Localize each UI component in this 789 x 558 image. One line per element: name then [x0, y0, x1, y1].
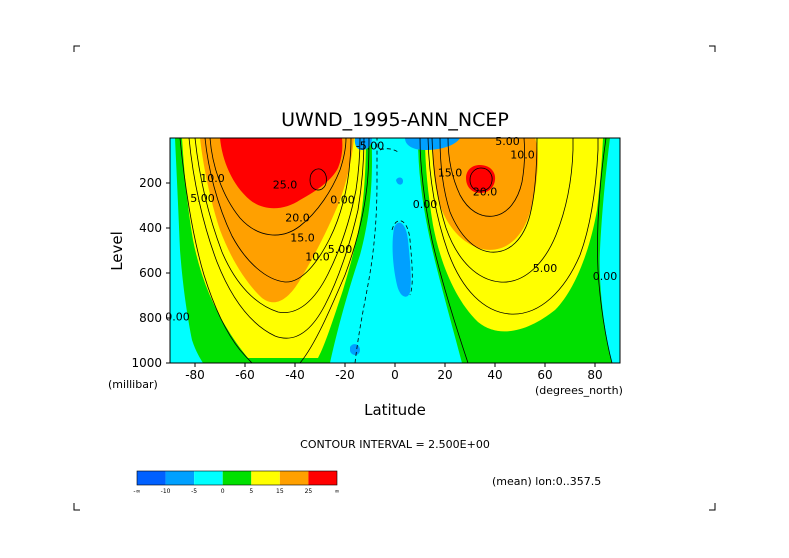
band-red-nh	[466, 165, 496, 193]
band-red-sh	[220, 138, 343, 209]
x-tick-label: -40	[285, 368, 305, 382]
axes: -80 -60 -40 -20 0 20 40 60 80 200 400 600 800 1000	[131, 176, 602, 382]
y-tick-label: 1000	[131, 356, 162, 370]
colorbar-tick-label: -∞	[133, 488, 140, 495]
band-orange-nh	[432, 138, 538, 250]
colorbar-tick-label: ∞	[335, 488, 340, 495]
x-axis-title: Latitude	[364, 401, 426, 419]
contour-label: 5.00	[190, 192, 215, 205]
chart-title: UWND_1995-ANN_NCEP	[281, 109, 509, 131]
contour-label: 15.0	[290, 232, 315, 245]
contour-label: 20.0	[473, 185, 498, 198]
band-blue-small	[350, 344, 360, 356]
x-tick-label: 0	[391, 368, 399, 382]
x-tick-label: -60	[235, 368, 255, 382]
colorbar-tick-label: 0	[221, 488, 225, 495]
colorbar-frame	[136, 470, 338, 486]
colorbar-tick-label: -5	[191, 488, 197, 495]
contour-label: 0.00	[413, 198, 438, 211]
x-tick-label: -80	[185, 368, 205, 382]
y-units-label: (millibar)	[108, 378, 158, 391]
contour-label: 0.00	[330, 193, 355, 206]
colorbar-tick-label: 5	[249, 488, 253, 495]
contour-label: 10.0	[200, 172, 225, 185]
colorbar: -∞ -10 -5 0 5 15 25 ∞	[133, 470, 340, 495]
colorbar-swatch	[251, 471, 280, 485]
crop-marks	[73, 45, 716, 511]
contour-label: 25.0	[273, 179, 298, 192]
y-tick-label: 600	[139, 266, 162, 280]
colorbar-tick-label: 25	[305, 488, 313, 495]
colorbar-swatch	[279, 471, 309, 485]
colorbar-swatch	[194, 471, 223, 485]
contour-label: 20.0	[285, 211, 310, 224]
y-tick-label: 200	[139, 176, 162, 190]
colorbar-tick-label: -10	[161, 488, 171, 495]
colorbar-swatch	[165, 471, 195, 485]
contour-label: 0.00	[165, 310, 190, 323]
x-units-label: (degrees_north)	[535, 384, 623, 397]
contour-label: 10.0	[305, 251, 330, 264]
colorbar-swatch	[308, 471, 337, 485]
contour-label: 0.00	[593, 270, 618, 283]
contour-interval-note: CONTOUR INTERVAL = 2.500E+00	[300, 438, 490, 451]
band-blue-equator	[392, 222, 411, 297]
colorbar-tick-label: 15	[276, 488, 284, 495]
y-tick-label: 400	[139, 221, 162, 235]
x-tick-label: -20	[335, 368, 355, 382]
contour-label: 5.00	[328, 243, 353, 256]
colorbar-swatch	[137, 471, 166, 485]
y-tick-label: 800	[139, 311, 162, 325]
x-tick-label: 20	[437, 368, 452, 382]
y-axis-title: Level	[108, 231, 126, 271]
colorbar-swatch	[222, 471, 252, 485]
band-blue-upper	[354, 138, 372, 150]
contour-lines	[179, 138, 613, 363]
x-tick-label: 80	[587, 368, 602, 382]
contour-field	[170, 138, 620, 363]
x-tick-label: 60	[537, 368, 552, 382]
band-blue-small2	[396, 177, 403, 185]
contour-label: -5.00	[356, 139, 384, 152]
contour-label: 15.0	[438, 166, 463, 179]
x-tick-label: 40	[487, 368, 502, 382]
mean-lon-note: (mean) lon:0..357.5	[492, 475, 601, 488]
contour-label: 5.00	[495, 135, 520, 148]
contour-label: 10.0	[510, 148, 535, 161]
contour-label: 5.00	[533, 262, 558, 275]
